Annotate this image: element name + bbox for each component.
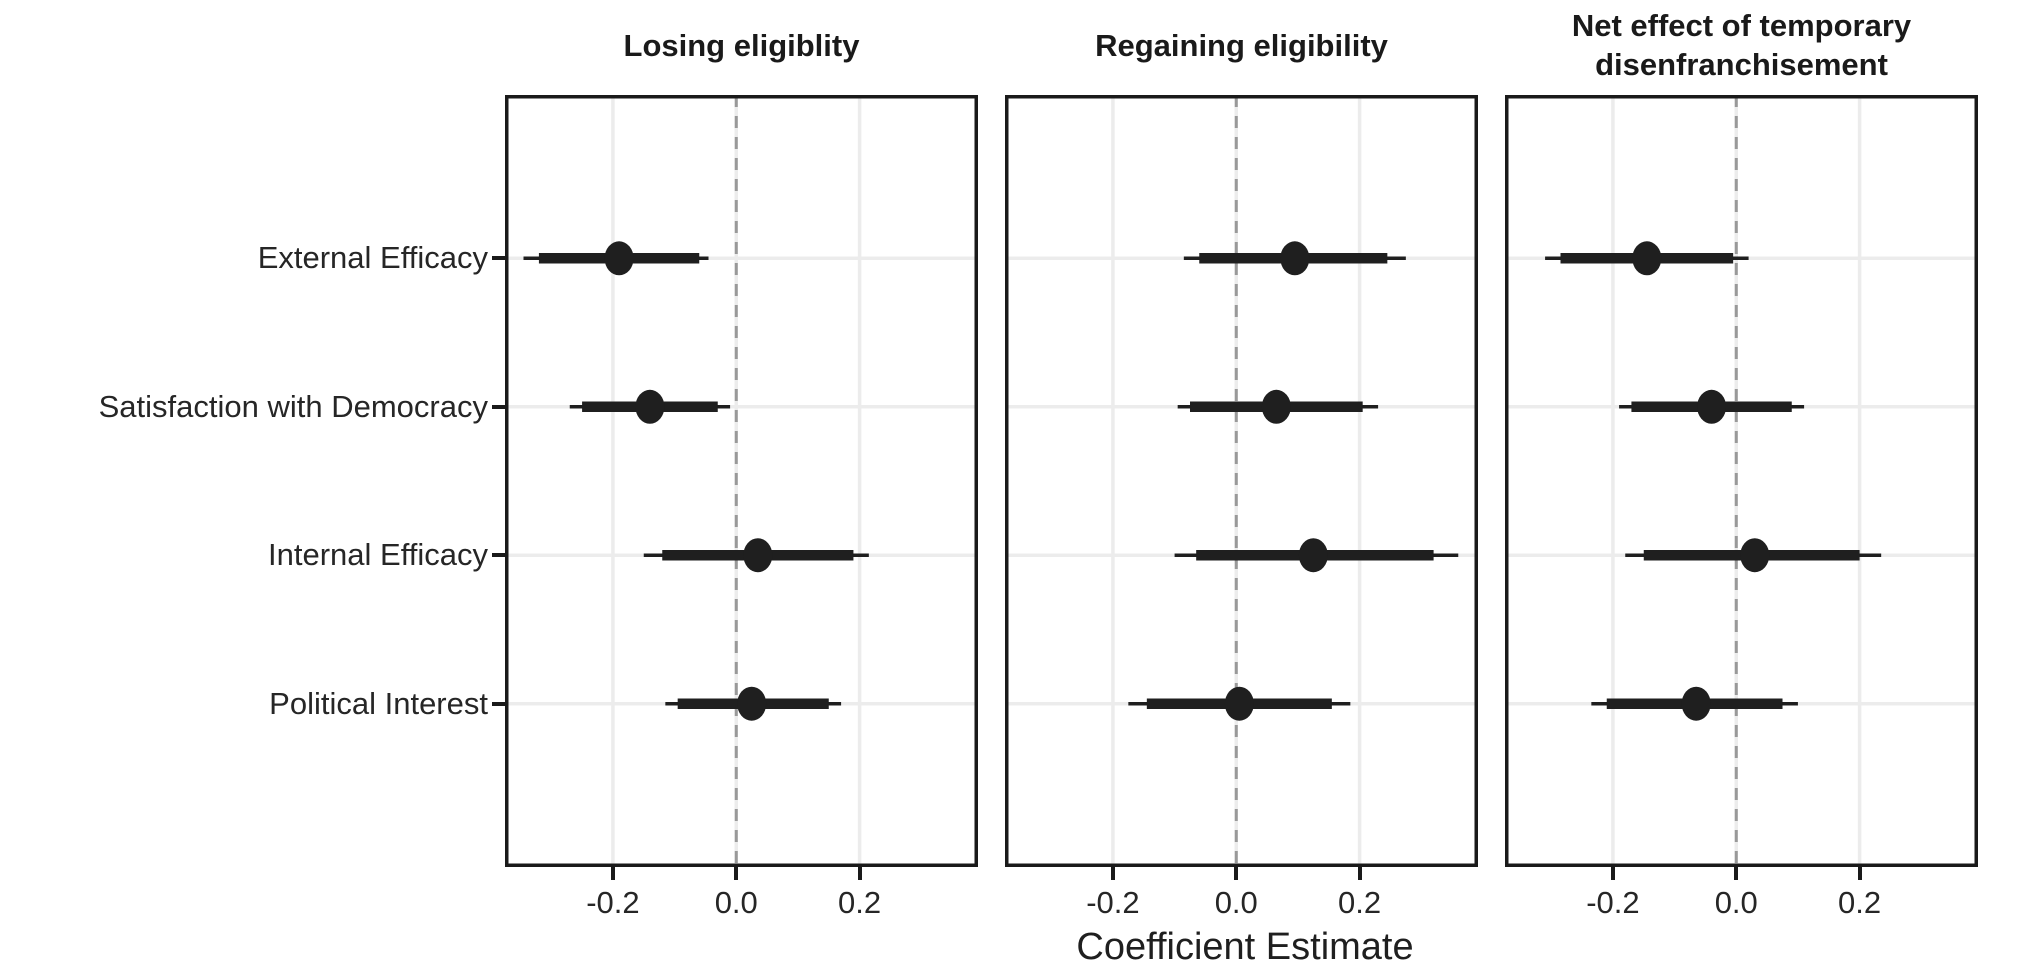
x-axis-tick-label: 0.0 [1714, 885, 1758, 920]
point-estimate [1224, 686, 1254, 721]
x-axis-tick-label: 0.0 [1214, 885, 1258, 920]
point-estimate [1280, 241, 1310, 276]
point-estimate [1632, 241, 1662, 276]
y-axis-tick [492, 256, 505, 261]
x-axis-tick-label: -0.2 [586, 885, 640, 920]
point-estimate [743, 538, 773, 573]
point-estimate [1681, 686, 1711, 721]
y-axis-tick [492, 404, 505, 409]
y-axis-tick [492, 553, 505, 558]
x-axis-tick [734, 867, 739, 880]
x-axis-tick-label: 0.0 [714, 885, 758, 920]
panel [1505, 95, 1978, 867]
y-axis-label: External Efficacy [257, 240, 488, 276]
y-axis-tick [492, 701, 505, 706]
x-axis-tick [1857, 867, 1862, 880]
panel-border [505, 95, 978, 867]
panel-title: Losing eligiblity [623, 27, 860, 63]
point-estimate [1261, 389, 1291, 424]
y-axis-label: Internal Efficacy [268, 537, 488, 573]
x-axis-tick [1357, 867, 1362, 880]
x-axis-title: Coefficient Estimate [1076, 926, 1414, 968]
point-estimate [1298, 538, 1328, 573]
y-axis-label: Satisfaction with Democracy [98, 388, 488, 424]
x-axis-tick-label: -0.2 [1086, 885, 1140, 920]
x-axis-tick [1610, 867, 1615, 880]
panel-border [1505, 95, 1978, 867]
point-estimate [635, 389, 665, 424]
point-estimate [737, 686, 767, 721]
panel [1005, 95, 1478, 867]
x-axis-tick-label: 0.2 [1338, 885, 1382, 920]
panel-title: Regaining eligibility [1095, 27, 1388, 63]
y-axis-label: Political Interest [269, 685, 488, 721]
x-axis-tick [857, 867, 862, 880]
x-axis-tick-label: 0.2 [1838, 885, 1882, 920]
point-estimate [604, 241, 634, 276]
x-axis-tick [610, 867, 615, 880]
x-axis-tick-label: -0.2 [1586, 885, 1640, 920]
x-axis-tick [1734, 867, 1739, 880]
panel-title: Net effect of temporary disenfranchiseme… [1571, 8, 1912, 82]
x-axis-tick-label: 0.2 [838, 885, 882, 920]
panel-border [1005, 95, 1478, 867]
point-estimate [1740, 538, 1770, 573]
panel [505, 95, 978, 867]
x-axis-tick [1110, 867, 1115, 880]
x-axis-tick [1234, 867, 1239, 880]
point-estimate [1697, 389, 1727, 424]
